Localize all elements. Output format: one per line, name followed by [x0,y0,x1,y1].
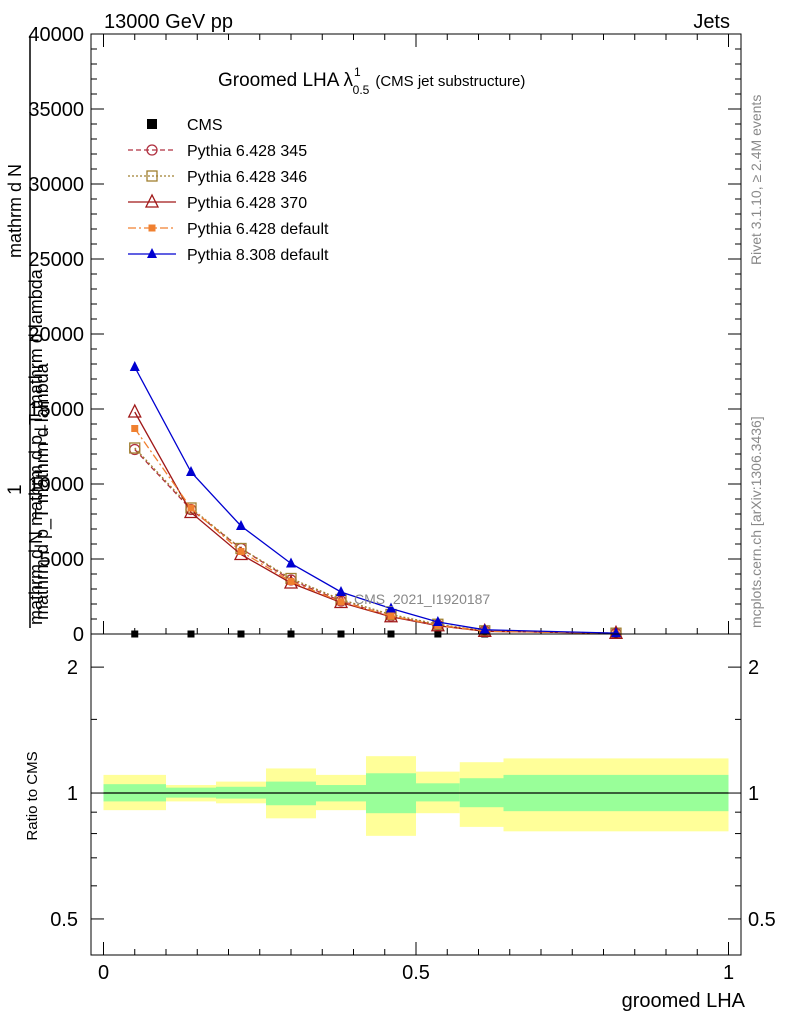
legend-label: Pythia 6.428 370 [187,195,307,212]
legend-item: CMS [147,117,223,134]
ratio-y-label: Ratio to CMS [24,751,41,840]
data-point [479,623,490,634]
legend-label: Pythia 6.428 345 [187,143,307,160]
data-point [432,616,443,626]
ratio-y-tick-label: 1 [67,783,78,805]
data-point [611,627,621,638]
y-tick-label: 20000 [28,324,84,346]
data-point [386,602,396,613]
data-point [186,466,196,476]
series-pythia-6-428-346 [129,442,622,639]
legend-label: Pythia 6.428 default [187,221,329,238]
data-point [337,598,345,606]
y-tick-label: 15000 [28,399,84,421]
legend-item: Pythia 6.428 default [128,221,329,238]
mcplots-label: mcplots.cern.ch [arXiv:1306.3436] [748,416,764,628]
ratio-y-tick-label-right: 2 [748,657,759,679]
data-point [236,520,246,530]
data-point [129,361,140,371]
legend-item: Pythia 6.428 370 [128,193,307,212]
legend-marker [148,224,156,232]
ratio-y-tick-label: 0.5 [50,909,78,931]
legend: CMS Pythia 6.428 345 Pythia 6.428 346 Pythi… [128,117,329,264]
legend-label: CMS [187,117,223,134]
series-pythia-8-308-default [129,361,621,638]
y-label-num: mathrm d N [5,164,25,258]
y-tick-label: 35000 [28,99,84,121]
x-tick-label: 0.5 [402,962,430,984]
data-point [127,403,142,418]
ratio-ticks: 0.5 0.5 1 1 2 2 0 0.5 1 [50,657,776,984]
legend-marker [147,248,157,258]
header-left: 13000 GeV pp [104,11,233,33]
legend-item: Pythia 6.428 346 [128,169,307,186]
legend-marker [146,170,158,182]
data-point [237,548,245,555]
analysis-annotation: CMS_2021_I1920187 [354,591,490,607]
y-label-den: mathrm d p_T mathrm d lambda [32,362,53,620]
legend-label: Pythia 6.428 346 [187,169,307,186]
ratio-y-tick-label-right: 0.5 [748,909,776,931]
ratio-panel: 0.5 0.5 1 1 2 2 0 0.5 1 Ratio to CMS groomed LHA [24,633,776,1012]
y-label-prefix: 1 [5,484,26,495]
ratio-y-tick-label-right: 1 [748,783,759,805]
data-point [387,612,395,620]
x-tick-label: 1 [723,962,734,984]
series-pythia-6-428-345 [129,443,622,639]
rivet-label: Rivet 3.1.10, ≥ 2.4M events [748,95,764,265]
y-tick-label: 0 [73,624,84,646]
plot-title: Groomed LHA λ1 0.5 (CMS jet substructure) [218,65,525,97]
main-panel: 0 5000 10000 15000 20000 25000 30000 35000 40000… [5,24,742,646]
data-point [129,442,141,454]
legend-marker [146,144,158,156]
legend-item: Pythia 6.428 345 [128,143,307,160]
y-tick-label: 25000 [28,249,84,271]
main-ticks: 0 5000 10000 15000 20000 25000 30000 35000 40000 [28,24,741,646]
inner-band-bin [416,783,460,802]
data-point [336,586,346,596]
header-right: Jets [693,11,730,33]
y-tick-label: 40000 [28,24,84,46]
data-point [286,557,296,568]
x-tick-label: 0 [98,962,109,984]
y-tick-label: 10000 [28,474,84,496]
legend-item: Pythia 8.308 default [128,247,329,264]
y-tick-label: 30000 [28,174,84,196]
ratio-y-tick-label: 2 [67,657,78,679]
data-point [187,504,195,512]
data-point [287,578,295,585]
legend-marker [144,193,160,208]
legend-marker [147,119,157,129]
y-tick-label: 5000 [40,549,85,571]
data-point [131,425,139,432]
ratio-bands [103,756,729,836]
y-label-main: mathrm d N mathrm d p_T mathrm d lambda [26,268,47,625]
legend-label: Pythia 8.308 default [187,247,329,264]
x-axis-label: groomed LHA [622,990,746,1012]
